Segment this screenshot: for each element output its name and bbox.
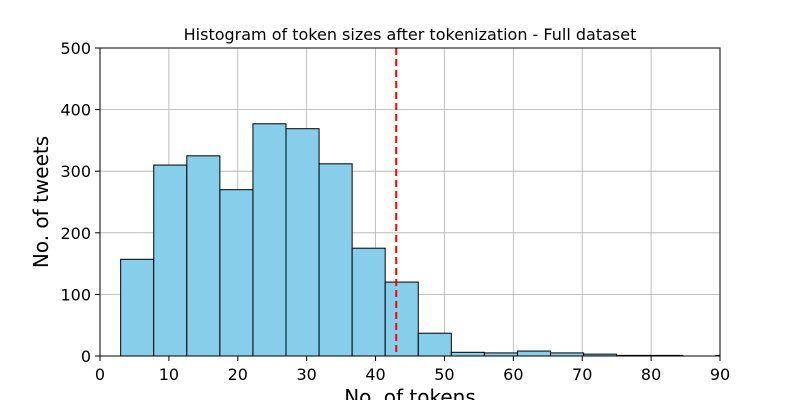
chart-title: Histogram of token sizes after tokenizat… bbox=[184, 25, 637, 44]
y-axis-ticks: 0 100 200 300 400 500 bbox=[60, 39, 100, 366]
y-tick-label: 100 bbox=[60, 285, 91, 304]
x-tick-label: 0 bbox=[95, 365, 105, 384]
histogram-bar bbox=[417, 332, 452, 356]
x-tick-label: 90 bbox=[710, 365, 730, 384]
y-tick-label: 0 bbox=[81, 347, 91, 366]
x-tick-label: 50 bbox=[434, 365, 454, 384]
histogram-bar bbox=[252, 123, 287, 356]
x-tick-label: 70 bbox=[572, 365, 592, 384]
x-tick-label: 80 bbox=[641, 365, 661, 384]
y-tick-label: 200 bbox=[60, 224, 91, 243]
x-tick-label: 60 bbox=[503, 365, 523, 384]
histogram-bar bbox=[285, 128, 320, 356]
histogram-bar bbox=[120, 258, 155, 356]
x-tick-label: 10 bbox=[159, 365, 179, 384]
histogram-bar bbox=[516, 350, 552, 356]
histogram-bar bbox=[153, 164, 188, 356]
histogram-bar bbox=[318, 163, 353, 356]
histogram-bar bbox=[186, 155, 221, 356]
histogram-bar bbox=[384, 281, 419, 356]
histogram-bars bbox=[120, 123, 720, 356]
y-axis-label: No. of tweets bbox=[29, 136, 53, 268]
y-tick-label: 300 bbox=[60, 162, 91, 181]
x-tick-label: 40 bbox=[365, 365, 385, 384]
x-axis-ticks: 0 10 20 30 40 50 60 70 80 90 bbox=[95, 356, 730, 384]
y-tick-label: 500 bbox=[60, 39, 91, 58]
x-axis-label: No. of tokens bbox=[344, 385, 476, 400]
x-tick-label: 20 bbox=[228, 365, 248, 384]
histogram-bar bbox=[351, 247, 386, 356]
histogram-bar bbox=[219, 189, 254, 356]
x-tick-label: 30 bbox=[296, 365, 316, 384]
histogram-bar bbox=[450, 351, 485, 356]
y-tick-label: 400 bbox=[60, 101, 91, 120]
histogram-bar bbox=[715, 354, 720, 356]
plot-frame bbox=[99, 47, 721, 357]
